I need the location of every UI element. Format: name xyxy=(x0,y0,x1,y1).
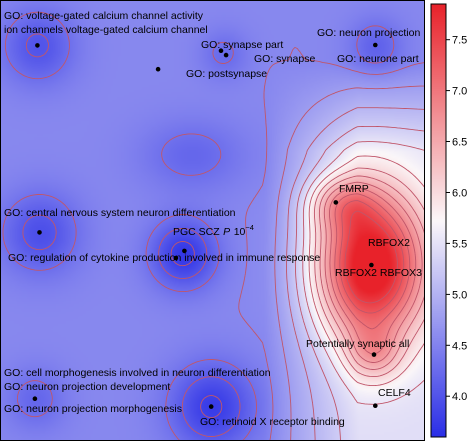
contour-level-5.3 xyxy=(294,125,425,441)
colorbar-tick-label-7.5: 7.5 xyxy=(452,35,467,47)
contour-level-4.3 xyxy=(2,11,395,441)
label-vgcc-channel: ion channels voltage-gated calcium chann… xyxy=(4,24,208,36)
contour-level-7.05 xyxy=(334,193,411,330)
point-cns-diff xyxy=(37,230,42,235)
point-labels: GO: voltage-gated calcium channel activi… xyxy=(4,10,422,428)
contour-level-6.55 xyxy=(323,181,423,363)
label-postsynapse: GO: postsynapse xyxy=(186,68,267,80)
colorbar-ticks: 4.0 4.5 5.0 5.5 6.0 6.5 7.0 7.5 xyxy=(446,35,467,403)
contour-level-7.55 xyxy=(344,210,398,304)
contour-level-5.05 xyxy=(286,107,425,441)
contour-level-6.8 xyxy=(329,187,417,355)
contour-lines xyxy=(2,11,425,441)
point-postsynapse xyxy=(155,66,161,72)
label-neuron-projection-morphogenesis: GO: neuron projection morphogenesis xyxy=(4,403,182,415)
label-fmrp: FMRP xyxy=(339,183,369,195)
contour-level-5.55 xyxy=(302,141,425,405)
point-pgc-scz xyxy=(182,248,187,254)
colorbar-frame xyxy=(430,3,447,438)
contour-level-4.8 xyxy=(274,85,425,441)
label-pgc-scz: PGC SCZ P 10−4 xyxy=(173,223,254,238)
label-vgcc-activity: GO: voltage-gated calcium channel activi… xyxy=(4,10,204,22)
point-synapse xyxy=(223,52,229,58)
label-neurone-part: GO: neurone part xyxy=(337,53,419,65)
point-synaptic-all xyxy=(371,352,377,357)
point-vgcc xyxy=(35,43,40,48)
colorbar-tick-label-7.0: 7.0 xyxy=(452,86,467,98)
point-morphogenesis xyxy=(32,396,38,402)
contour-level-6.05 xyxy=(313,167,425,378)
contour-level-7.3 xyxy=(339,200,405,314)
contour-level-4.05 xyxy=(22,33,241,437)
label-synapse: GO: synapse xyxy=(254,53,315,65)
label-neuron-projection: GO: neuron projection xyxy=(317,27,420,39)
colorbar-tick-label-5.5: 5.5 xyxy=(452,238,467,250)
label-retinoid-x-receptor: GO: retinoid X receptor binding xyxy=(200,416,345,428)
point-fmrp xyxy=(333,200,339,205)
point-rbfox2 xyxy=(369,262,374,268)
label-potentially-synaptic: Potentially synaptic all xyxy=(306,338,409,350)
label-cell-morphogenesis: GO: cell morphogenesis involved in neuro… xyxy=(4,367,271,379)
contour-level-3.8 xyxy=(170,240,223,419)
label-synapse-part: GO: synapse part xyxy=(201,39,283,51)
point-retinoid xyxy=(208,404,214,409)
point-neuron-projection xyxy=(373,42,378,48)
label-celf4: CELF4 xyxy=(378,387,411,399)
label-cns-differentiation: GO: central nervous system neuron differ… xyxy=(4,207,236,219)
colorbar: 4.0 4.5 5.0 5.5 6.0 6.5 7.0 7.5 xyxy=(430,3,467,438)
label-cytokine-regulation: GO: regulation of cytokine production in… xyxy=(8,252,320,264)
contour-level-5.8 xyxy=(308,155,425,387)
point-synapse-part xyxy=(218,48,224,53)
colorbar-gradient xyxy=(431,4,446,437)
label-rbfox2-rbfox3: RBFOX2 RBFOX3 xyxy=(335,267,422,279)
label-neuron-projection-development: GO: neuron projection development xyxy=(4,381,170,393)
colorbar-tick-label-4.0: 4.0 xyxy=(452,391,467,403)
contour-level-6.3 xyxy=(318,175,425,370)
colorbar-tick-label-6.5: 6.5 xyxy=(452,137,467,149)
colorbar-tick-label-6.0: 6.0 xyxy=(452,188,467,200)
point-cytokine xyxy=(173,255,179,261)
heatmap-surface xyxy=(0,0,425,441)
contour-level-4.55 xyxy=(238,46,425,441)
label-rbfox2: RBFOX2 xyxy=(368,237,410,249)
point-celf4 xyxy=(373,403,378,409)
data-points xyxy=(32,42,378,409)
colorbar-tick-label-5.0: 5.0 xyxy=(452,289,467,301)
colorbar-tick-label-4.5: 4.5 xyxy=(452,340,467,352)
